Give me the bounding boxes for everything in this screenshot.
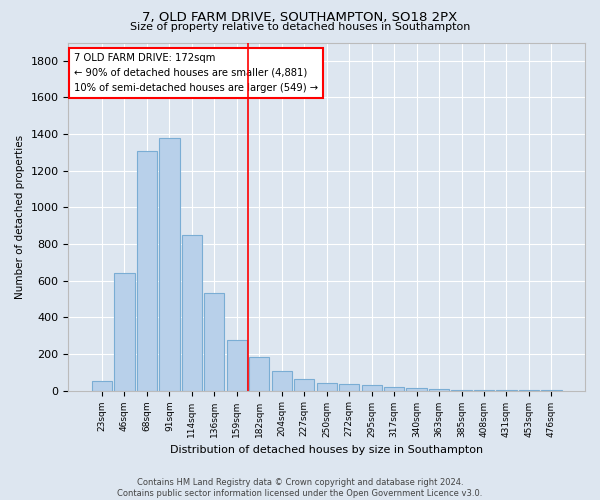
Text: Contains HM Land Registry data © Crown copyright and database right 2024.
Contai: Contains HM Land Registry data © Crown c… — [118, 478, 482, 498]
Text: 7 OLD FARM DRIVE: 172sqm
← 90% of detached houses are smaller (4,881)
10% of sem: 7 OLD FARM DRIVE: 172sqm ← 90% of detach… — [74, 53, 317, 92]
Bar — [227, 340, 247, 390]
Text: 7, OLD FARM DRIVE, SOUTHAMPTON, SO18 2PX: 7, OLD FARM DRIVE, SOUTHAMPTON, SO18 2PX — [142, 11, 458, 24]
Bar — [339, 384, 359, 390]
Bar — [249, 356, 269, 390]
Bar — [362, 385, 382, 390]
Bar — [182, 235, 202, 390]
Text: Size of property relative to detached houses in Southampton: Size of property relative to detached ho… — [130, 22, 470, 32]
Bar — [317, 383, 337, 390]
Bar — [137, 150, 157, 390]
Bar — [204, 294, 224, 390]
Bar — [294, 378, 314, 390]
Bar — [384, 387, 404, 390]
Bar — [272, 372, 292, 390]
Bar — [406, 388, 427, 390]
Y-axis label: Number of detached properties: Number of detached properties — [15, 134, 25, 298]
Bar — [159, 138, 179, 390]
Bar — [92, 382, 112, 390]
Bar — [429, 389, 449, 390]
X-axis label: Distribution of detached houses by size in Southampton: Distribution of detached houses by size … — [170, 445, 483, 455]
Bar — [115, 274, 134, 390]
